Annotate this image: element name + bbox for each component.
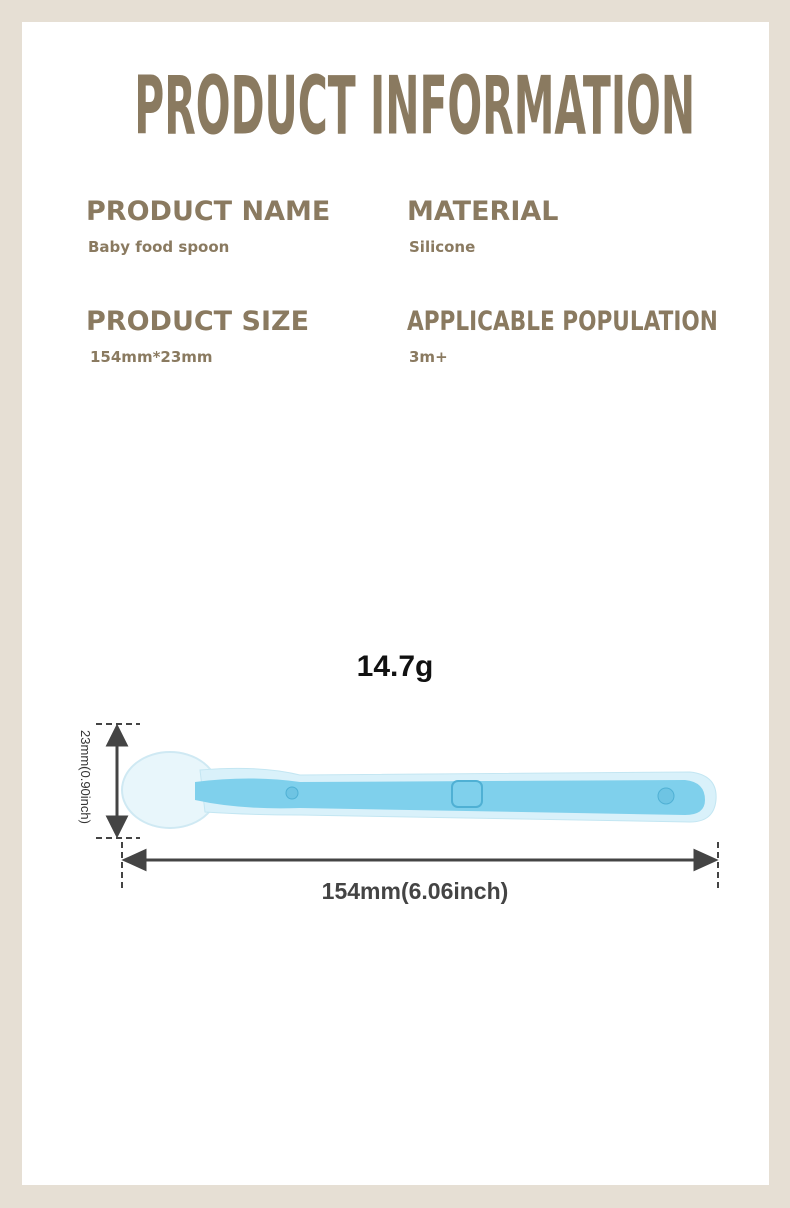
field-value-material: Silicone — [409, 238, 476, 256]
height-label: 23mm(0.90inch) — [78, 730, 93, 824]
spoon-handle — [195, 778, 705, 815]
dimension-arrows — [105, 723, 719, 872]
field-value-size: 154mm*23mm — [90, 348, 213, 366]
length-label: 154mm(6.06inch) — [321, 878, 509, 904]
content-card — [22, 22, 769, 1185]
field-value-population: 3m+ — [409, 348, 448, 366]
weight-label: 14.7g — [356, 650, 434, 683]
field-label-material: MATERIAL — [407, 196, 559, 227]
field-label-size: PRODUCT SIZE — [86, 306, 310, 337]
field-value-name: Baby food spoon — [88, 238, 230, 256]
field-label-name: PRODUCT NAME — [86, 196, 331, 227]
dimension-guides — [96, 723, 719, 888]
page-title: PRODUCT INFORMATION — [134, 58, 696, 154]
field-label-population: APPLICABLE POPULATION — [407, 306, 718, 337]
